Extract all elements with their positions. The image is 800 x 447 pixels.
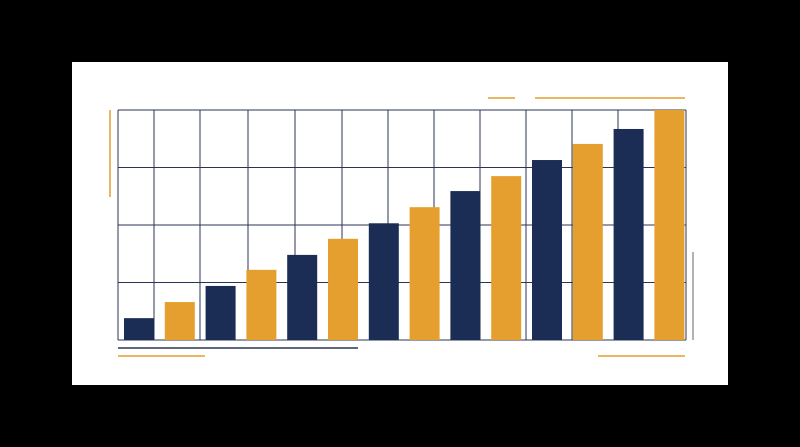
bars <box>124 110 685 340</box>
bar <box>205 285 236 340</box>
bar <box>246 269 277 340</box>
bar <box>450 191 481 340</box>
bar <box>164 302 195 340</box>
bar <box>368 223 399 340</box>
decorations <box>109 97 694 357</box>
bar <box>532 160 562 340</box>
bar <box>572 143 603 340</box>
bar <box>328 238 358 340</box>
bar <box>491 176 522 340</box>
bar <box>613 128 644 340</box>
bar <box>287 254 318 340</box>
bar <box>124 318 154 340</box>
bar <box>409 207 440 340</box>
bar <box>654 110 685 340</box>
